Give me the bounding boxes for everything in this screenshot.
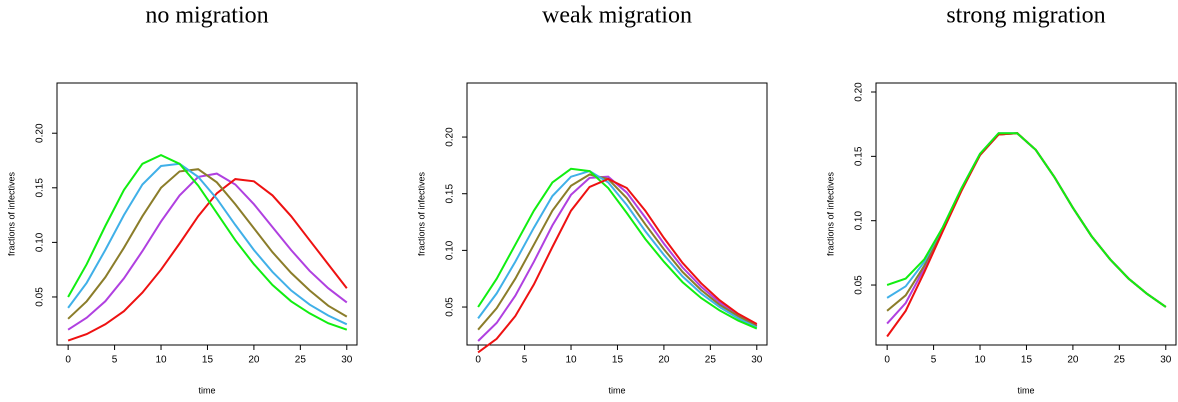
y-tick-label: 0.20 (445, 127, 456, 147)
curve (886, 132, 1167, 338)
curve (67, 178, 348, 342)
chart-title: no migration (145, 3, 268, 29)
x-tick-label: 25 (705, 355, 717, 366)
curve (886, 132, 1167, 325)
y-tick-label: 0.15 (445, 184, 456, 204)
x-tick-label: 20 (658, 355, 670, 366)
x-tick-label: 10 (155, 355, 167, 366)
curve (886, 132, 1167, 308)
y-tick-label: 0.05 (35, 287, 46, 307)
x-axis-label: time (1017, 385, 1034, 395)
y-tick-label: 0.15 (35, 178, 46, 198)
curve (477, 170, 758, 329)
x-tick-label: 5 (931, 355, 937, 366)
y-tick-label: 0.20 (35, 123, 46, 143)
curve (67, 153, 348, 331)
y-tick-label: 0.15 (854, 146, 865, 166)
y-tick-label: 0.10 (445, 240, 456, 260)
curve (477, 167, 758, 330)
y-axis-label: fractions of infectives (825, 171, 835, 256)
y-axis-label: fractions of infectives (6, 171, 16, 256)
y-tick-label: 0.10 (35, 232, 46, 252)
x-tick-label: 20 (1067, 355, 1079, 366)
x-tick-label: 10 (565, 355, 577, 366)
x-tick-label: 15 (612, 355, 624, 366)
x-tick-label: 5 (522, 355, 528, 366)
x-tick-label: 15 (1021, 355, 1033, 366)
x-tick-label: 15 (202, 355, 214, 366)
curve (477, 175, 758, 342)
y-tick-label: 0.05 (854, 275, 865, 295)
chart-title: weak migration (542, 3, 692, 29)
curve (67, 162, 348, 326)
x-tick-label: 20 (248, 355, 260, 366)
x-tick-label: 25 (1114, 355, 1126, 366)
x-tick-label: 25 (295, 355, 307, 366)
plot-frame (875, 82, 1177, 346)
x-tick-label: 0 (884, 355, 890, 366)
x-tick-label: 0 (475, 355, 481, 366)
curve (886, 132, 1167, 308)
x-tick-label: 30 (751, 355, 763, 366)
y-axis-label: fractions of infectives (416, 171, 426, 256)
x-tick-label: 5 (112, 355, 118, 366)
x-tick-label: 30 (1160, 355, 1172, 366)
y-tick-label: 0.05 (445, 297, 456, 317)
curve (477, 177, 758, 354)
x-axis-label: time (198, 385, 215, 395)
x-tick-label: 30 (341, 355, 353, 366)
x-axis-label: time (608, 385, 625, 395)
y-tick-label: 0.10 (854, 211, 865, 231)
curve (67, 172, 348, 331)
x-tick-label: 0 (65, 355, 71, 366)
x-tick-label: 10 (974, 355, 986, 366)
curve (67, 168, 348, 320)
chart-title: strong migration (946, 3, 1105, 29)
y-tick-label: 0.20 (854, 82, 865, 102)
curve (477, 173, 758, 331)
curve (886, 132, 1167, 312)
